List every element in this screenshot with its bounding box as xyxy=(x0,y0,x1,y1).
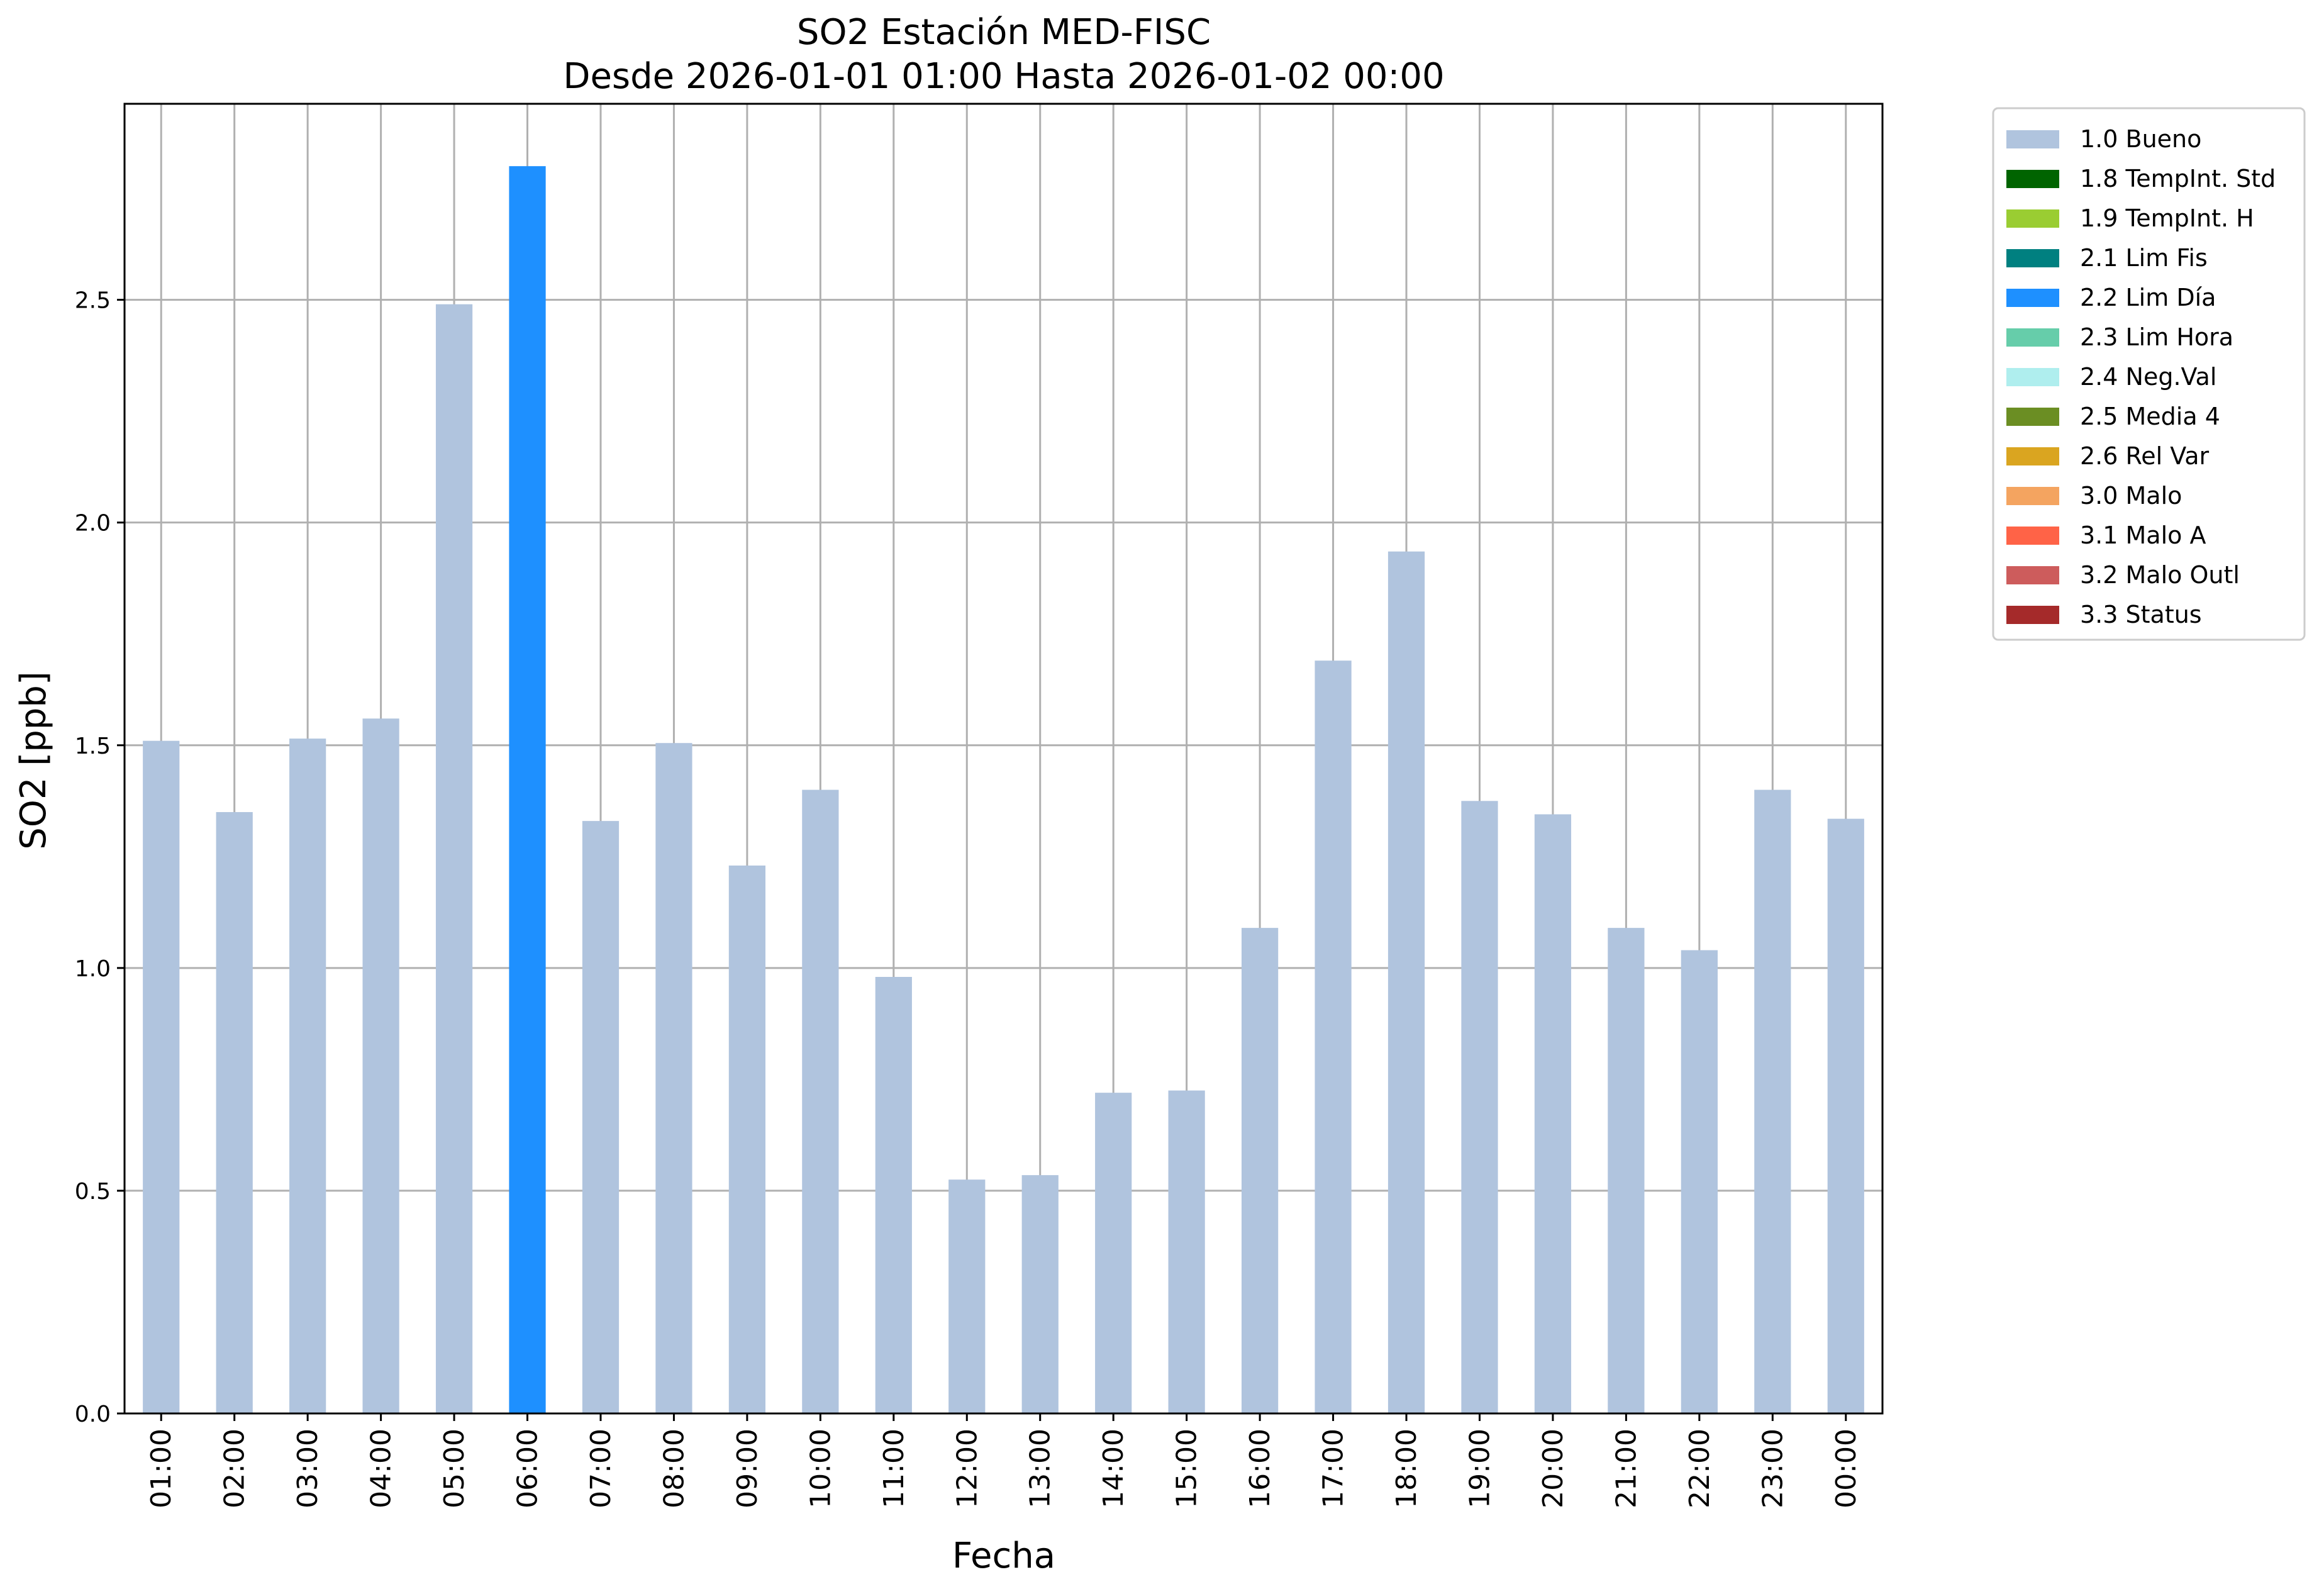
x-tick-label: 04:00 xyxy=(365,1429,398,1508)
legend-swatch xyxy=(2006,487,2059,505)
bar-2000 xyxy=(1534,814,1572,1413)
x-tick-label: 20:00 xyxy=(1537,1429,1569,1508)
legend-swatch xyxy=(2006,566,2059,584)
bar-1000 xyxy=(802,789,839,1413)
x-tick-label: 01:00 xyxy=(145,1429,177,1508)
legend-swatch xyxy=(2006,249,2059,267)
legend: 1.0 Bueno 1.8 TempInt. Std 1.9 TempInt. H 2… xyxy=(1992,107,2306,641)
x-tick-label: 22:00 xyxy=(1684,1429,1716,1508)
x-tick-label: 07:00 xyxy=(585,1429,617,1508)
bar-2200 xyxy=(1681,950,1718,1413)
y-tick-label: 2.0 xyxy=(75,511,111,537)
y-tick-label: 0.5 xyxy=(75,1179,111,1205)
x-tick-label: 18:00 xyxy=(1391,1429,1423,1508)
x-tick-label: 13:00 xyxy=(1025,1429,1057,1508)
bar-0000 xyxy=(1827,818,1864,1413)
y-tick-label: 1.0 xyxy=(75,956,111,982)
bar-0900 xyxy=(728,865,766,1413)
x-tick-label: 23:00 xyxy=(1757,1429,1789,1508)
y-axis-ticks: 0.0 0.5 1.0 1.5 2.0 2.5 xyxy=(75,288,125,1427)
legend-swatch xyxy=(2006,408,2059,426)
bar-1200 xyxy=(948,1179,986,1413)
x-axis-ticks: 01:00 02:00 03:00 04:00 05:00 06:00 07:00 08:00… xyxy=(145,1413,1862,1508)
legend-entry-label: 2.3 Lim Hora xyxy=(2080,323,2233,351)
bar-0400 xyxy=(362,718,399,1413)
legend-swatch xyxy=(2006,130,2059,148)
bar-1800 xyxy=(1387,551,1425,1413)
x-tick-label: 10:00 xyxy=(804,1429,837,1508)
x-tick-label: 15:00 xyxy=(1171,1429,1203,1508)
x-axis-label: Fecha xyxy=(952,1535,1055,1576)
bar-1700 xyxy=(1315,660,1352,1413)
chart-subtitle: Desde 2026-01-01 01:00 Hasta 2026-01-02 … xyxy=(563,56,1444,97)
legend-swatch xyxy=(2006,170,2059,188)
x-tick-label: 05:00 xyxy=(438,1429,470,1508)
legend-swatch xyxy=(2006,368,2059,386)
y-tick-label: 2.5 xyxy=(75,288,111,314)
x-tick-label: 14:00 xyxy=(1098,1429,1130,1508)
plot-frame xyxy=(123,103,1884,1415)
legend-swatch xyxy=(2006,606,2059,624)
legend-entry-label: 3.2 Malo Outl xyxy=(2080,561,2240,589)
legend-entry-label: 3.0 Malo xyxy=(2080,482,2182,510)
y-tick-label: 0.0 xyxy=(75,1402,111,1427)
legend-entry-label: 2.4 Neg.Val xyxy=(2080,363,2216,391)
legend-swatch xyxy=(2006,289,2059,307)
bar-0200 xyxy=(216,811,253,1413)
x-tick-label: 21:00 xyxy=(1610,1429,1642,1508)
legend-entry-label: 3.1 Malo A xyxy=(2080,521,2206,549)
bar-0100 xyxy=(143,740,180,1413)
legend-swatch xyxy=(2006,328,2059,347)
x-tick-label: 09:00 xyxy=(731,1429,764,1508)
x-tick-label: 00:00 xyxy=(1830,1429,1862,1508)
legend-entry-label: 1.8 TempInt. Std xyxy=(2080,165,2276,192)
legend-box xyxy=(1992,107,2306,641)
x-tick-label: 16:00 xyxy=(1244,1429,1276,1508)
legend-swatch xyxy=(2006,527,2059,545)
x-tick-label: 02:00 xyxy=(219,1429,251,1508)
bar-0800 xyxy=(655,743,692,1413)
bar-1600 xyxy=(1241,928,1279,1413)
bar-0600 xyxy=(509,166,546,1414)
bar-0300 xyxy=(289,738,326,1413)
x-tick-label: 12:00 xyxy=(951,1429,983,1508)
bar-2100 xyxy=(1608,928,1645,1413)
chart-title: SO2 Estación MED-FISC xyxy=(797,12,1211,53)
legend-entry-label: 2.6 Rel Var xyxy=(2080,442,2210,470)
legend-entry-label: 3.3 Status xyxy=(2080,601,2202,628)
bar-1400 xyxy=(1095,1093,1132,1413)
bar-0500 xyxy=(435,304,473,1413)
x-tick-label: 11:00 xyxy=(878,1429,910,1508)
legend-entry-label: 2.2 Lim Día xyxy=(2080,284,2216,311)
y-tick-label: 1.5 xyxy=(75,733,111,759)
legend-entry-label: 1.0 Bueno xyxy=(2080,125,2201,153)
legend-swatch xyxy=(2006,209,2059,228)
legend-swatch xyxy=(2006,447,2059,465)
x-tick-label: 17:00 xyxy=(1318,1429,1350,1508)
legend-entry-label: 1.9 TempInt. H xyxy=(2080,204,2254,232)
legend-entry-label: 2.5 Media 4 xyxy=(2080,403,2220,430)
legend-entry-label: 2.1 Lim Fis xyxy=(2080,244,2208,272)
x-tick-label: 06:00 xyxy=(512,1429,544,1508)
bar-1100 xyxy=(875,977,912,1413)
bars xyxy=(143,166,1864,1414)
axes-frame xyxy=(123,103,1884,1415)
bar-1900 xyxy=(1461,801,1498,1413)
y-axis-label: SO2 [ppb] xyxy=(13,671,54,849)
x-tick-label: 08:00 xyxy=(658,1429,690,1508)
bar-0700 xyxy=(582,821,620,1413)
bar-2300 xyxy=(1754,789,1791,1413)
x-tick-label: 19:00 xyxy=(1464,1429,1496,1508)
bar-1300 xyxy=(1021,1175,1059,1413)
bar-1500 xyxy=(1168,1090,1205,1413)
x-tick-label: 03:00 xyxy=(292,1429,324,1508)
